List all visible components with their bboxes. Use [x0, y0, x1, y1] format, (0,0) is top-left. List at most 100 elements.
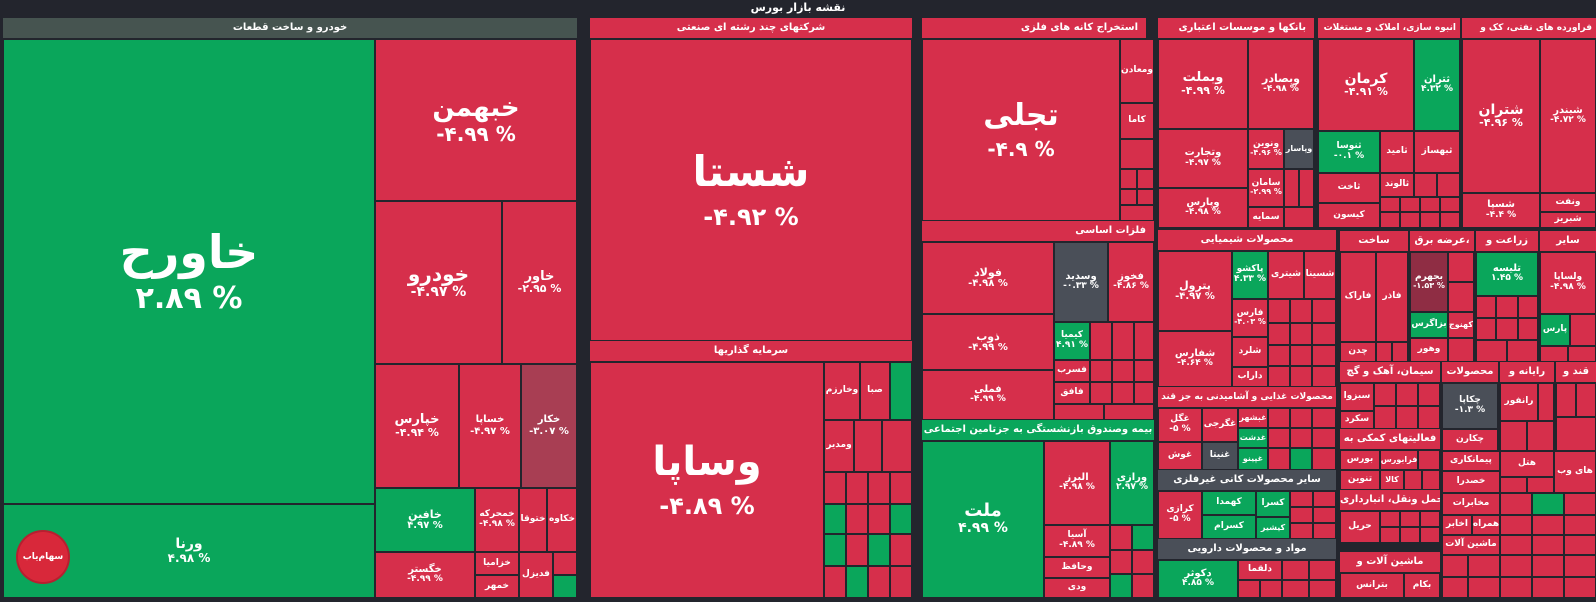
tile-samayeh[interactable]: سمایه [1248, 207, 1284, 228]
tile-pharma-small[interactable] [1260, 580, 1282, 598]
tile-metals-small[interactable] [1090, 322, 1112, 360]
tile-thamid[interactable]: ثامید [1380, 131, 1414, 173]
tile-shebriz[interactable]: شبریز [1540, 212, 1596, 228]
tile-nonmetal-small[interactable] [1290, 507, 1313, 523]
tile-khavarh[interactable]: خاورح ۲.۸۹ % [3, 39, 375, 504]
tile-transport-small[interactable] [1420, 527, 1440, 543]
tile-invest-small[interactable] [846, 566, 868, 598]
tile-dalgha[interactable]: دلقما [1238, 560, 1282, 580]
tile-mining-small[interactable] [1120, 139, 1154, 169]
tile-tajali[interactable]: تجلی -۴.۹ % [922, 39, 1120, 221]
tile-misc-small[interactable] [1442, 577, 1468, 598]
tile-invest-small[interactable] [824, 566, 846, 598]
tile-shafaras[interactable]: شفارس -۴.۶۴ % [1158, 331, 1232, 387]
tile-food-small[interactable] [1268, 408, 1290, 428]
tile-bazagros[interactable]: بزاگرس [1410, 312, 1448, 338]
tile-cement-small[interactable] [1418, 383, 1440, 406]
tile-construct-small[interactable] [1392, 342, 1408, 362]
tile-supply-small[interactable] [1448, 252, 1474, 282]
tile-food-small[interactable] [1290, 408, 1312, 428]
tile-mashinalat[interactable]: ماشین آلات [1442, 535, 1500, 555]
tile-mining-small[interactable] [1120, 205, 1154, 221]
tile-radio-small[interactable] [1527, 421, 1554, 451]
tile-metals-small[interactable] [1090, 382, 1112, 404]
tile-mining-small[interactable] [1120, 189, 1137, 205]
tile-foolad[interactable]: فولاد -۴.۹۸ % [922, 242, 1054, 314]
tile-food-small[interactable] [1312, 428, 1336, 448]
tile-invest-small[interactable] [890, 472, 912, 504]
tile-misc-small[interactable] [1468, 555, 1500, 577]
tile-khabhman[interactable]: خبهمن -۴.۹۹ % [375, 39, 577, 201]
tile-tvin[interactable]: تنوین [1340, 470, 1380, 490]
tile-chakapa[interactable]: چکاپا -۱.۳ % [1442, 383, 1498, 429]
tile-misc-small[interactable] [1500, 477, 1527, 493]
tile-ins-small[interactable] [1132, 525, 1154, 550]
tile-kharrjah[interactable]: های وب [1554, 451, 1596, 493]
tile-ffaq[interactable]: فافق [1054, 382, 1090, 404]
tile-invest-small[interactable] [846, 504, 868, 534]
tile-albarz[interactable]: البرز -۴.۹۸ % [1044, 441, 1110, 525]
tile-invest-small[interactable] [890, 566, 912, 598]
tile-other-small[interactable] [1568, 346, 1596, 362]
tile-asia[interactable]: آسیا -۴.۸۹ % [1044, 525, 1110, 557]
tile-transport-small[interactable] [1420, 511, 1440, 527]
tile-fkhooz[interactable]: فخوز -۴.۸۶ % [1108, 242, 1154, 322]
tile-agri-small[interactable] [1496, 296, 1518, 318]
tile-sugar-small[interactable] [1556, 383, 1576, 417]
tile-metals-small[interactable] [1112, 382, 1134, 404]
tile-metals-small[interactable] [1134, 382, 1154, 404]
tile-chem-small[interactable] [1268, 299, 1290, 323]
tile-misc-small[interactable] [1532, 493, 1564, 515]
tile-misc-small[interactable] [1500, 535, 1532, 555]
tile-thakht[interactable]: ثاخت [1318, 173, 1380, 203]
tile-misc-small[interactable] [1532, 535, 1564, 555]
tile-agri-small[interactable] [1476, 296, 1496, 318]
tile-ins-small[interactable] [1110, 525, 1132, 550]
tile-cement-small[interactable] [1396, 406, 1418, 429]
tile-shitran[interactable]: شیتری [1268, 251, 1304, 299]
tile-auto-small[interactable] [553, 575, 577, 598]
tile-building-small[interactable] [1420, 197, 1440, 212]
tile-gheghorji[interactable]: غگرجی [1202, 408, 1238, 442]
tile-banks-small[interactable] [1284, 207, 1314, 228]
tile-metals-small[interactable] [1134, 322, 1154, 360]
tile-petrol[interactable]: پترول -۴.۹۷ % [1158, 251, 1232, 331]
tile-invest-small[interactable] [890, 504, 912, 534]
tile-kama[interactable]: کاما [1120, 103, 1154, 139]
tile-keyson[interactable]: کیسون [1318, 203, 1380, 228]
tile-nonmetal-small[interactable] [1313, 507, 1336, 523]
tile-misc-small[interactable] [1468, 577, 1500, 598]
tile-misc-small[interactable] [1564, 555, 1596, 577]
tile-building-small[interactable] [1437, 173, 1460, 197]
tile-misc-small[interactable] [1500, 515, 1532, 535]
tile-cement-small[interactable] [1374, 383, 1396, 406]
tile-vhafez[interactable]: وحافظ [1044, 557, 1110, 578]
tile-chem-small[interactable] [1312, 345, 1336, 366]
tile-misc-small[interactable] [1532, 577, 1564, 598]
tile-khemehrke[interactable]: خمحرکه -۴.۹۸ % [475, 488, 519, 552]
tile-invest-small[interactable] [824, 504, 846, 534]
tile-auto-small[interactable] [553, 552, 577, 575]
tile-banks-small[interactable] [1299, 169, 1314, 207]
tile-kimia[interactable]: کیمیا ۴.۹۱ % [1054, 322, 1090, 360]
tile-vahour[interactable]: وهور [1410, 338, 1448, 362]
tile-khafin[interactable]: خافین ۴.۹۷ % [375, 488, 475, 552]
tile-seba[interactable]: صبا [860, 362, 890, 420]
tile-food-small[interactable] [1312, 408, 1336, 428]
tile-khtoqa[interactable]: ختوقا [519, 488, 547, 552]
tile-sharad[interactable]: شلرد [1232, 337, 1268, 367]
tile-sebzva[interactable]: سبزوا [1340, 383, 1374, 411]
tile-chem-small[interactable] [1268, 345, 1290, 366]
tile-invest-small[interactable] [868, 534, 890, 566]
tile-building-small[interactable] [1380, 197, 1400, 212]
tile-fader[interactable]: فاذر [1376, 252, 1408, 342]
tile-cement-small[interactable] [1374, 406, 1396, 429]
tile-vparis[interactable]: وپارس -۴.۹۸ % [1158, 188, 1248, 228]
tile-chem-small[interactable] [1312, 366, 1336, 387]
tile-agri-small[interactable] [1476, 318, 1496, 340]
tile-invest-small[interactable] [868, 504, 890, 534]
tile-shasta[interactable]: شستا -۴.۹۲ % [590, 39, 912, 341]
tile-chem-small[interactable] [1268, 366, 1290, 387]
tile-invest-small[interactable] [890, 534, 912, 566]
tile-agri-small[interactable] [1476, 340, 1507, 362]
